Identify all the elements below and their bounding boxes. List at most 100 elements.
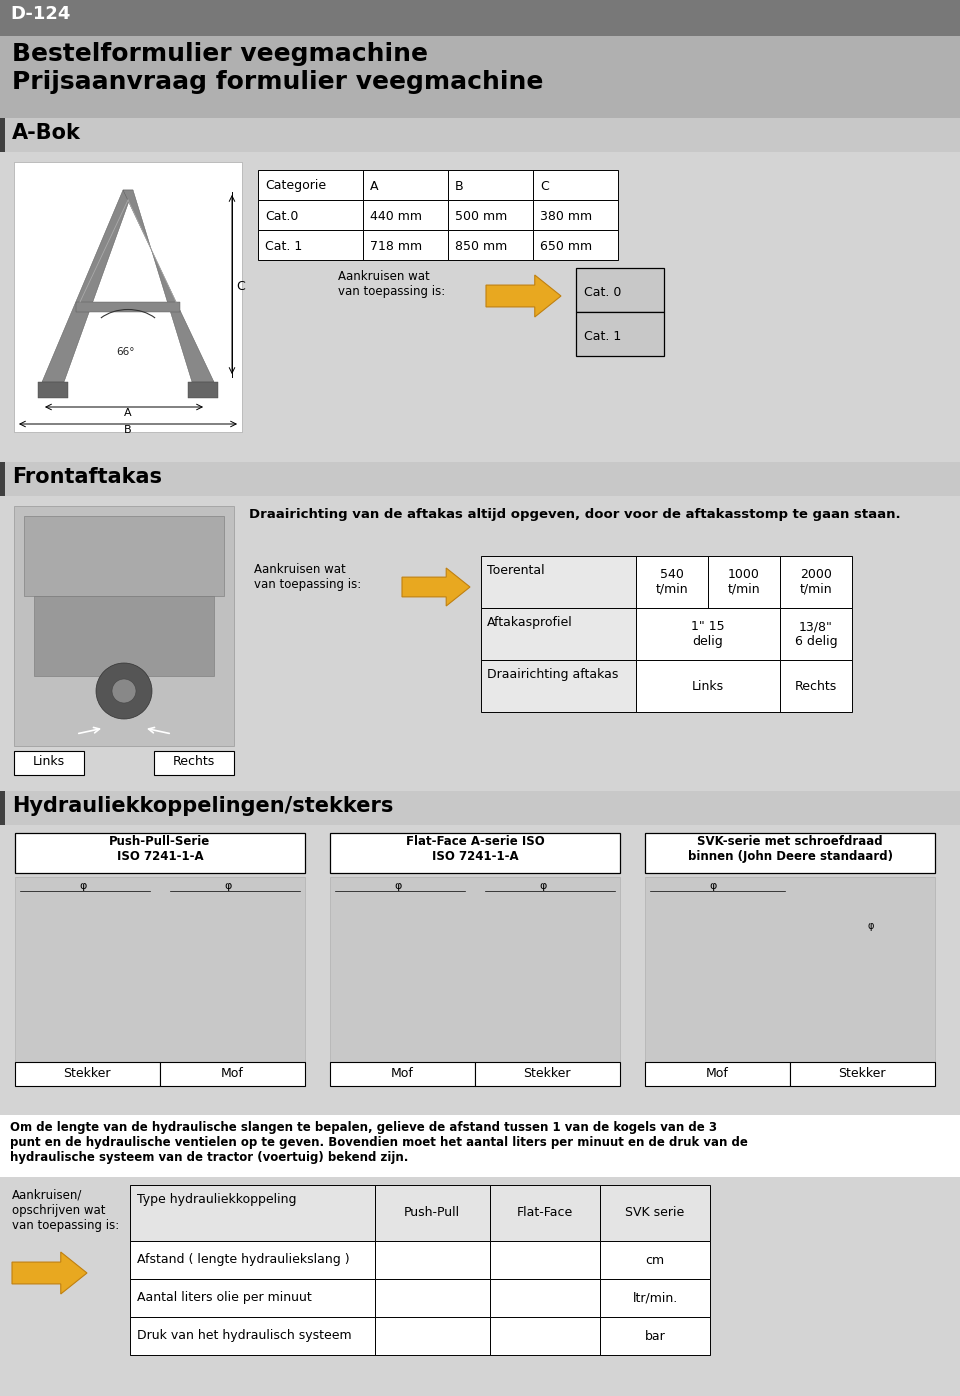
Text: bar: bar	[644, 1329, 665, 1343]
Bar	[34, 596, 214, 676]
Bar	[533, 230, 618, 260]
Text: 500 mm: 500 mm	[455, 209, 507, 222]
Text: SVK serie: SVK serie	[625, 1206, 684, 1220]
Text: 540
t/min: 540 t/min	[656, 568, 688, 596]
Text: Draairichting van de aftakas altijd opgeven, door voor de aftakasstomp te gaan s: Draairichting van de aftakas altijd opge…	[249, 508, 900, 521]
Text: Prijsaanvraag formulier veegmachine: Prijsaanvraag formulier veegmachine	[12, 70, 543, 94]
Text: Categorie: Categorie	[265, 180, 326, 193]
Polygon shape	[402, 568, 470, 606]
Text: Rechts: Rechts	[173, 755, 215, 768]
Bar	[15, 1062, 160, 1086]
Bar	[0, 462, 960, 496]
Bar	[481, 609, 636, 660]
Polygon shape	[42, 190, 133, 383]
Text: Type hydrauliekkoppeling: Type hydrauliekkoppeling	[137, 1194, 297, 1206]
Text: 650 mm: 650 mm	[540, 240, 592, 253]
Bar	[363, 230, 448, 260]
Bar	[76, 302, 180, 311]
Text: φ: φ	[79, 881, 86, 891]
Polygon shape	[486, 275, 561, 317]
Bar	[645, 1062, 790, 1086]
Bar	[0, 462, 5, 496]
Bar	[330, 1062, 475, 1086]
Text: 1000
t/min: 1000 t/min	[728, 568, 760, 596]
Text: 850 mm: 850 mm	[455, 240, 507, 253]
Bar	[600, 1316, 710, 1356]
Text: φ: φ	[867, 921, 874, 931]
Bar	[576, 268, 664, 311]
Bar	[475, 1062, 620, 1086]
Bar	[375, 1279, 490, 1316]
Bar	[130, 1185, 375, 1241]
Text: Aankruisen/
opschrijven wat
van toepassing is:: Aankruisen/ opschrijven wat van toepassi…	[12, 1189, 119, 1233]
Text: Afstand ( lengte hydrauliekslang ): Afstand ( lengte hydrauliekslang )	[137, 1254, 349, 1266]
Bar	[330, 877, 620, 1062]
Text: B: B	[455, 180, 464, 193]
Bar	[600, 1241, 710, 1279]
Text: Cat. 1: Cat. 1	[584, 329, 621, 343]
Bar	[24, 517, 224, 596]
Text: ltr/min.: ltr/min.	[633, 1291, 678, 1304]
Bar	[780, 660, 852, 712]
Bar	[645, 877, 935, 1062]
Bar	[130, 1316, 375, 1356]
Bar	[645, 833, 935, 872]
Bar	[14, 751, 84, 775]
Text: φ: φ	[709, 881, 716, 891]
Bar	[636, 556, 708, 609]
Text: φ: φ	[224, 881, 231, 891]
Bar	[258, 230, 363, 260]
Polygon shape	[12, 1252, 87, 1294]
Bar	[636, 609, 780, 660]
Bar	[0, 1115, 960, 1177]
Text: Frontaftakas: Frontaftakas	[12, 468, 162, 487]
Circle shape	[96, 663, 152, 719]
Text: B: B	[124, 424, 132, 436]
Text: Aankruisen wat
van toepassing is:: Aankruisen wat van toepassing is:	[254, 563, 361, 591]
Text: C: C	[236, 281, 245, 293]
Text: Stekker: Stekker	[63, 1067, 110, 1081]
Bar	[258, 170, 363, 200]
Bar	[14, 505, 234, 745]
Text: Cat.0: Cat.0	[265, 209, 299, 222]
Bar	[0, 792, 960, 825]
Text: Aantal liters olie per minuut: Aantal liters olie per minuut	[137, 1291, 312, 1304]
Bar	[636, 660, 780, 712]
Text: Rechts: Rechts	[795, 680, 837, 692]
Text: Stekker: Stekker	[838, 1067, 886, 1081]
Bar	[130, 1279, 375, 1316]
Text: φ: φ	[539, 881, 546, 891]
Text: SVK-serie met schroefdraad
binnen (John Deere standaard): SVK-serie met schroefdraad binnen (John …	[687, 835, 893, 863]
Text: Cat. 0: Cat. 0	[584, 286, 621, 299]
Bar	[780, 556, 852, 609]
Bar	[448, 170, 533, 200]
Text: 1" 15
delig: 1" 15 delig	[691, 620, 725, 648]
Bar	[15, 833, 305, 872]
Bar	[375, 1316, 490, 1356]
Bar	[600, 1279, 710, 1316]
Text: 66°: 66°	[116, 348, 134, 357]
Text: 718 mm: 718 mm	[370, 240, 422, 253]
Bar	[490, 1279, 600, 1316]
Bar	[0, 1177, 960, 1396]
Text: Aftakasprofiel: Aftakasprofiel	[487, 616, 573, 630]
Text: Mof: Mof	[221, 1067, 244, 1081]
Text: Mof: Mof	[706, 1067, 729, 1081]
Text: φ: φ	[394, 881, 401, 891]
Text: cm: cm	[645, 1254, 664, 1266]
Text: Bestelformulier veegmachine: Bestelformulier veegmachine	[12, 42, 428, 66]
Text: Links: Links	[33, 755, 65, 768]
Text: Push-Pull: Push-Pull	[404, 1206, 460, 1220]
Circle shape	[112, 678, 136, 704]
Bar	[15, 877, 305, 1062]
Bar	[481, 660, 636, 712]
Bar	[154, 751, 234, 775]
Text: A: A	[124, 408, 132, 417]
Bar	[0, 152, 960, 462]
Bar	[780, 609, 852, 660]
Bar	[0, 119, 960, 152]
Text: Flat-Face A-serie ISO
ISO 7241-1-A: Flat-Face A-serie ISO ISO 7241-1-A	[406, 835, 544, 863]
Bar	[0, 792, 5, 825]
Bar	[14, 162, 242, 431]
Text: 380 mm: 380 mm	[540, 209, 592, 222]
